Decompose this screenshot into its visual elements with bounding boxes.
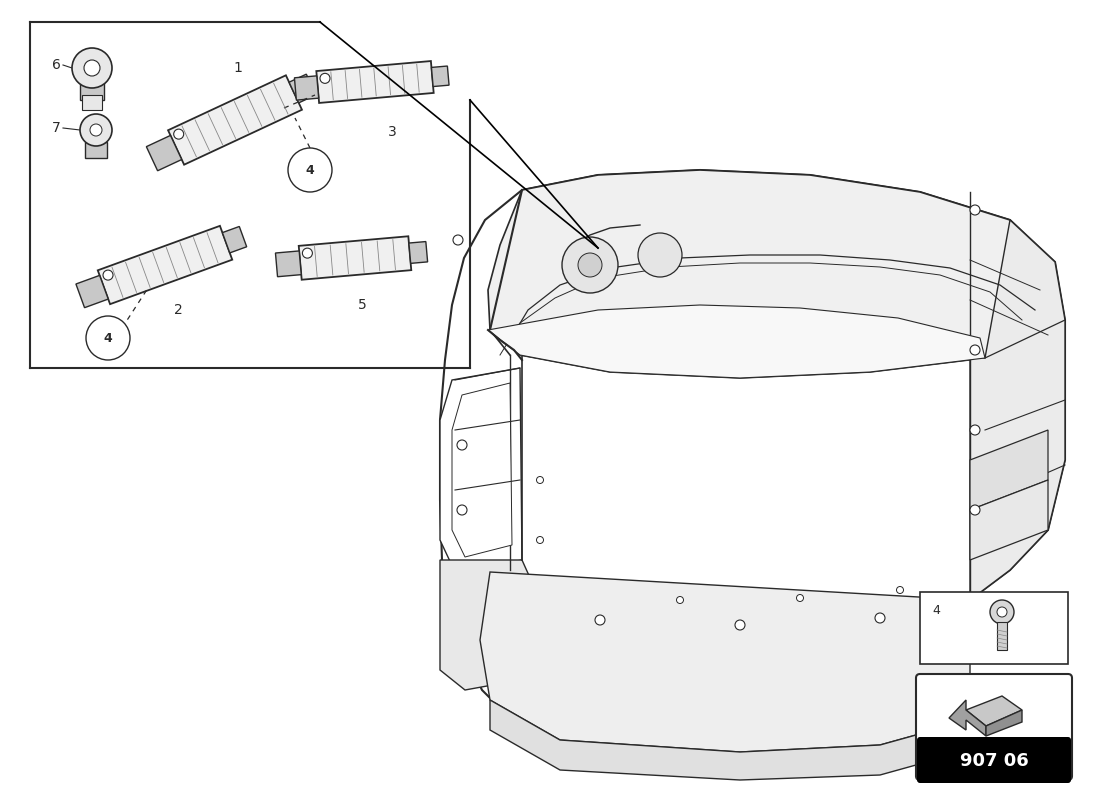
FancyBboxPatch shape: [917, 737, 1071, 783]
Polygon shape: [98, 226, 232, 304]
Circle shape: [970, 205, 980, 215]
Polygon shape: [440, 170, 1065, 752]
Circle shape: [990, 600, 1014, 624]
Circle shape: [90, 124, 102, 136]
Polygon shape: [970, 220, 1065, 600]
Circle shape: [103, 270, 113, 280]
Polygon shape: [80, 82, 104, 100]
Polygon shape: [222, 226, 246, 253]
Bar: [920, 740, 1068, 756]
Circle shape: [970, 425, 980, 435]
Text: 6: 6: [52, 58, 60, 72]
Polygon shape: [488, 170, 1048, 378]
Polygon shape: [490, 700, 970, 780]
Circle shape: [302, 248, 312, 258]
Circle shape: [735, 620, 745, 630]
Circle shape: [896, 586, 903, 594]
Circle shape: [537, 537, 543, 543]
Text: 4: 4: [306, 163, 315, 177]
Circle shape: [578, 253, 602, 277]
Polygon shape: [431, 66, 449, 86]
Circle shape: [288, 148, 332, 192]
Polygon shape: [275, 251, 301, 277]
Circle shape: [86, 316, 130, 360]
Polygon shape: [949, 700, 986, 736]
Circle shape: [997, 607, 1006, 617]
Polygon shape: [82, 95, 102, 110]
Circle shape: [638, 233, 682, 277]
Polygon shape: [299, 236, 411, 280]
Polygon shape: [289, 74, 316, 103]
Text: 3: 3: [387, 125, 396, 139]
Polygon shape: [966, 696, 1022, 726]
Polygon shape: [488, 305, 984, 378]
Circle shape: [80, 114, 112, 146]
Polygon shape: [168, 75, 301, 165]
Circle shape: [456, 440, 468, 450]
Circle shape: [456, 505, 468, 515]
Text: 7: 7: [52, 121, 60, 135]
Polygon shape: [295, 76, 319, 100]
Polygon shape: [146, 135, 182, 170]
Polygon shape: [76, 275, 108, 308]
Text: 4: 4: [932, 604, 939, 617]
Circle shape: [174, 129, 184, 139]
Text: 907 06: 907 06: [959, 752, 1028, 770]
Bar: [920, 592, 1068, 664]
Text: 2: 2: [174, 303, 183, 317]
Polygon shape: [480, 572, 970, 752]
Circle shape: [84, 60, 100, 76]
Circle shape: [72, 48, 112, 88]
Polygon shape: [970, 430, 1048, 510]
Circle shape: [874, 613, 886, 623]
Circle shape: [970, 345, 980, 355]
FancyBboxPatch shape: [916, 674, 1072, 780]
Circle shape: [537, 477, 543, 483]
Circle shape: [676, 597, 683, 603]
Polygon shape: [440, 368, 522, 572]
Circle shape: [595, 615, 605, 625]
Polygon shape: [85, 142, 107, 158]
Circle shape: [453, 235, 463, 245]
Polygon shape: [317, 61, 433, 103]
Text: 1: 1: [233, 61, 242, 75]
Circle shape: [970, 505, 980, 515]
Polygon shape: [970, 480, 1048, 560]
Polygon shape: [440, 560, 540, 690]
Text: 5: 5: [358, 298, 366, 312]
Circle shape: [796, 594, 803, 602]
Circle shape: [320, 74, 330, 83]
Circle shape: [562, 237, 618, 293]
Polygon shape: [986, 710, 1022, 736]
Polygon shape: [409, 242, 428, 263]
Polygon shape: [452, 383, 512, 557]
Polygon shape: [997, 622, 1006, 650]
Text: 4: 4: [103, 331, 112, 345]
